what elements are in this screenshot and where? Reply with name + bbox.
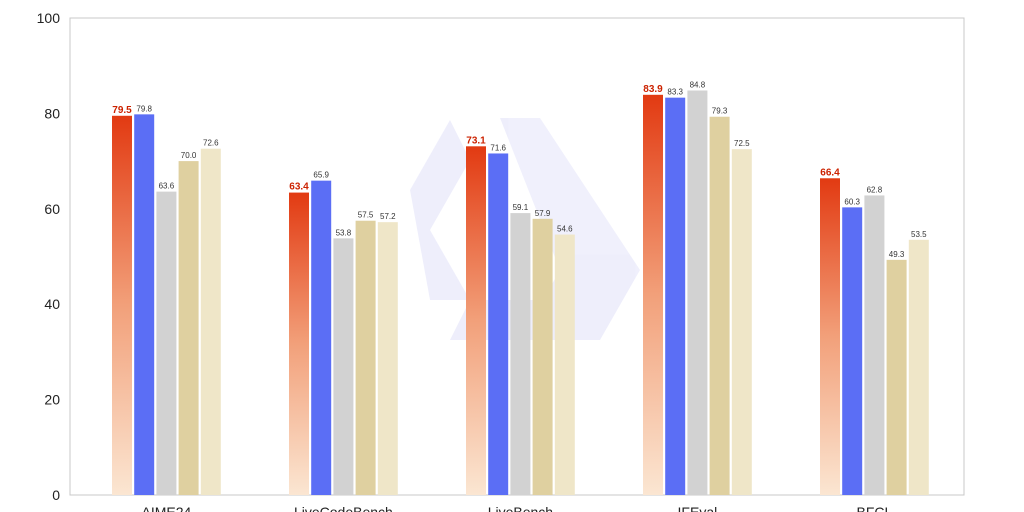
data-label: 53.5 <box>911 230 927 239</box>
bars <box>112 90 929 496</box>
bar <box>731 149 752 496</box>
data-label: 73.1 <box>466 135 486 146</box>
bar <box>134 114 155 495</box>
bar <box>665 97 686 495</box>
bar <box>709 116 730 495</box>
x-tick-label: LiveBench <box>488 504 553 512</box>
data-label: 66.4 <box>820 167 840 178</box>
data-label: 63.4 <box>289 182 309 193</box>
bar <box>178 161 199 495</box>
bar <box>554 234 575 496</box>
bar <box>842 207 863 495</box>
y-tick-label: 100 <box>37 10 61 26</box>
bar <box>864 195 885 495</box>
data-label: 79.3 <box>712 107 728 116</box>
bar <box>687 90 708 495</box>
data-label: 59.1 <box>513 203 529 212</box>
data-label: 65.9 <box>313 171 329 180</box>
y-tick-label: 0 <box>52 487 60 503</box>
x-tick-label: BFCL <box>857 504 893 512</box>
y-tick-label: 60 <box>44 201 60 217</box>
value-labels: 79.5 79.8 63.6 70.0 72.6 63.4 65.9 53.8 57.5 57.2… <box>112 81 927 259</box>
bar <box>643 94 663 495</box>
data-label: 72.5 <box>734 139 750 148</box>
bar <box>532 218 553 495</box>
data-label: 57.5 <box>358 211 374 220</box>
bar <box>908 239 929 495</box>
data-label: 71.6 <box>490 143 506 152</box>
data-label: 70.0 <box>181 151 197 160</box>
bar <box>820 178 840 495</box>
data-label: 72.6 <box>203 139 219 148</box>
bar <box>377 222 398 495</box>
y-tick-label: 20 <box>44 392 60 408</box>
data-label: 57.2 <box>380 212 396 221</box>
data-label: 54.6 <box>557 225 573 234</box>
bar <box>156 191 177 496</box>
bar <box>510 213 531 495</box>
data-label: 83.3 <box>667 88 683 97</box>
data-label: 57.9 <box>535 209 551 218</box>
y-tick-label: 40 <box>44 296 60 312</box>
bar <box>355 220 376 495</box>
x-tick-label: IFEval <box>678 504 718 512</box>
bar <box>200 148 221 495</box>
data-label: 79.5 <box>112 105 132 116</box>
bar <box>311 180 332 496</box>
data-label: 53.8 <box>336 228 352 237</box>
data-label: 83.9 <box>643 84 663 95</box>
x-axis: AIME24 LiveCodeBench LiveBench IFEval BFCL <box>141 504 892 512</box>
data-label: 60.3 <box>844 197 860 206</box>
bar <box>112 115 132 495</box>
data-label: 62.8 <box>867 185 883 194</box>
y-tick-label: 80 <box>44 105 60 121</box>
bar <box>886 259 907 495</box>
bar <box>488 153 509 495</box>
bar <box>289 192 309 495</box>
data-label: 63.6 <box>159 182 175 191</box>
bar <box>333 238 354 495</box>
data-label: 49.3 <box>889 250 905 259</box>
x-tick-label: LiveCodeBench <box>294 504 393 512</box>
data-label: 79.8 <box>136 104 152 113</box>
y-axis: 0 20 40 60 80 100 <box>37 10 61 503</box>
bar <box>466 146 486 496</box>
x-tick-label: AIME24 <box>141 504 191 512</box>
data-label: 84.8 <box>690 81 706 90</box>
